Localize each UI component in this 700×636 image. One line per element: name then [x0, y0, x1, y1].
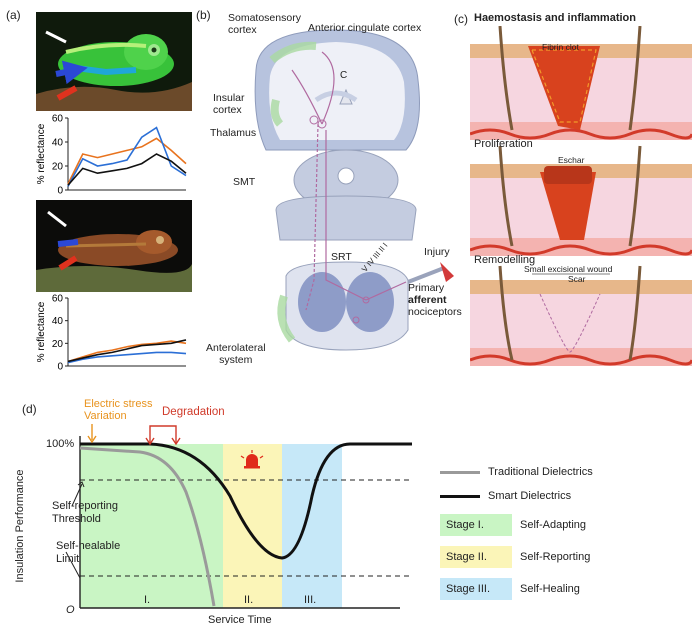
- chart-bottom-ytick-label: 60: [52, 294, 64, 305]
- legend-stage-2-text: Self-Reporting: [520, 551, 591, 563]
- chart-top-ylabel: % reflectance: [36, 123, 47, 184]
- label-primary: Primary: [408, 282, 445, 294]
- label-somatosensory-cortex: Somatosensory cortex: [228, 12, 301, 36]
- degradation-label: Degradation: [162, 406, 225, 418]
- traditional-curve: [79, 446, 216, 607]
- label-anterior-cingulate: Anterior cingulate cortex: [308, 22, 422, 34]
- label-afferent: afferent: [408, 294, 447, 306]
- panel-a-label: (a): [6, 8, 21, 22]
- self-reporting-threshold-label: Self-reporting Threshold: [52, 500, 119, 525]
- chart-bottom-series-1: [67, 351, 187, 364]
- chart-bottom-series-2: [67, 339, 187, 363]
- reflectance-chart-top: 0 20 40 60 % reflectance: [36, 114, 187, 197]
- electric-stress-label: Electric stress Variation: [84, 398, 153, 422]
- panel-d-label: (d): [22, 402, 37, 416]
- stage-1-roman: I.: [144, 594, 151, 606]
- chart-top-ytick-label: 0: [57, 186, 63, 197]
- x-axis-label: Service Time: [208, 614, 272, 626]
- legend: Traditional Dielectrics Smart Dielectric…: [440, 462, 690, 602]
- legend-stage-3: Stage III. Self-Healing: [440, 576, 580, 602]
- legend-stage-2: Stage II. Self-Reporting: [440, 544, 590, 570]
- label-proliferation: Proliferation: [474, 138, 533, 150]
- legend-stage-3-tag: Stage III.: [440, 578, 512, 600]
- chart-top-ytick-label: 60: [52, 114, 64, 125]
- chameleon-brown-photo: [36, 200, 192, 292]
- chart-top-series-0: [67, 137, 187, 185]
- chart-bottom-ylabel: % reflectance: [36, 301, 47, 362]
- panel-c-label: (c): [454, 12, 468, 26]
- legend-stage-1: Stage I. Self-Adapting: [440, 512, 586, 538]
- smart-curve: [80, 442, 412, 560]
- legend-smart-label: Smart Dielectrics: [488, 490, 572, 502]
- chart-top-series-1: [67, 126, 187, 187]
- label-anterolateral-system: Anterolateral system: [206, 342, 266, 366]
- chart-top-series-2: [67, 153, 187, 186]
- legend-stage-3-text: Self-Healing: [520, 583, 580, 595]
- chart-bottom-series-0: [67, 340, 187, 363]
- legend-smart: Smart Dielectrics: [440, 486, 571, 506]
- chart-top-ytick-label: 20: [52, 162, 64, 173]
- legend-traditional-label: Traditional Dielectrics: [488, 466, 593, 478]
- label-injury: Injury: [424, 246, 450, 258]
- label-smt: SMT: [233, 176, 256, 188]
- stage-2-roman: II.: [244, 594, 254, 606]
- stage-2-band: [223, 444, 282, 608]
- y-axis-label: Insulation Performance: [14, 469, 26, 583]
- chart-bottom-ytick-label: 20: [52, 339, 64, 350]
- pain-pathway-diagram: [254, 29, 454, 351]
- stage-3-roman: III.: [304, 594, 317, 606]
- label-thalamus: Thalamus: [210, 127, 257, 139]
- label-scar: Scar: [568, 274, 586, 284]
- label-remodelling: Remodelling: [474, 254, 536, 266]
- legend-smart-swatch: [440, 494, 480, 498]
- chart-top-ytick-label: 40: [52, 138, 64, 149]
- panel-b-label: (b): [196, 8, 211, 22]
- label-eschar: Eschar: [558, 155, 585, 165]
- chart-bottom-ytick-label: 0: [57, 362, 63, 373]
- chameleon-green-photo: [36, 12, 192, 111]
- degradation-bracket: [149, 425, 177, 444]
- alarm-icon: [240, 450, 264, 469]
- stage-3-band: [282, 444, 342, 608]
- legend-stage-1-text: Self-Adapting: [520, 519, 587, 531]
- insulation-performance-chart: [65, 424, 412, 609]
- panel-c-title: Haemostasis and inflammation: [474, 12, 636, 24]
- legend-stage-2-tag: Stage II.: [440, 546, 512, 568]
- label-small-wound: Small excisional wound: [524, 264, 613, 274]
- legend-traditional-swatch: [440, 470, 480, 474]
- label-primary-afferent: Primary afferent nociceptors: [408, 282, 462, 318]
- label-nociceptors: nociceptors: [408, 306, 462, 318]
- self-healable-limit-label: Self-healable Limit: [56, 540, 121, 565]
- label-insular-cortex: Insular cortex: [213, 92, 245, 116]
- label-c: C: [340, 70, 348, 81]
- reflectance-chart-bottom: 0 20 40 60 % reflectance: [36, 294, 187, 373]
- legend-stage-1-tag: Stage I.: [440, 514, 512, 536]
- wound-healing-diagram: [470, 26, 692, 366]
- legend-traditional: Traditional Dielectrics: [440, 462, 593, 482]
- label-srt: SRT: [331, 251, 352, 263]
- label-fibrin-clot: Fibrin clot: [542, 42, 579, 52]
- stage-1-band: [80, 444, 223, 608]
- origin-label: O: [66, 604, 75, 616]
- chart-bottom-ytick-label: 40: [52, 316, 64, 327]
- y-100-label: 100%: [46, 438, 75, 450]
